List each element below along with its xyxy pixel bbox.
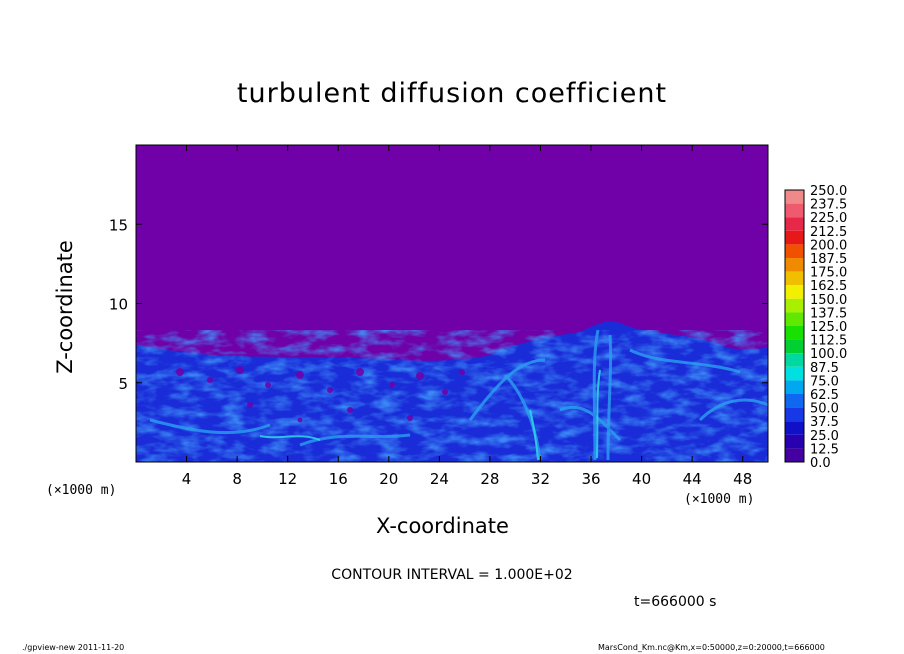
colorbar-swatch [785, 244, 804, 258]
colorbar-level-label: 0.0 [810, 456, 831, 471]
colorbar-swatch [785, 258, 804, 272]
colorbar-swatch [785, 203, 804, 218]
x-tick-label: 48 [733, 470, 752, 488]
colorbar-level-label: 162.5 [810, 279, 847, 294]
colorbar-swatch [785, 190, 804, 204]
colorbar-level-label: 250.0 [810, 184, 847, 199]
diffusion-peaks [259, 369, 601, 461]
x-tick-label: 4 [182, 470, 192, 488]
y-tick-label: 5 [118, 375, 128, 393]
x-tick-label: 28 [480, 470, 499, 488]
colorbar-swatch [785, 312, 804, 326]
footer-right: MarsCond_Km.nc@Km,x=0:50000,z=0:20000,t=… [598, 643, 825, 652]
colorbar-swatch [785, 421, 804, 435]
colorbar-level-label: 187.5 [810, 252, 847, 267]
mixing-speckles [176, 366, 465, 423]
layer-noise [136, 330, 768, 462]
x-tick-label: 24 [430, 470, 449, 488]
colorbar-swatch [785, 353, 804, 367]
colorbar-swatch [785, 394, 804, 408]
colorbar-swatch [785, 434, 804, 449]
x-axis: 4 8 12 16 20 24 28 32 36 40 44 48 [182, 145, 752, 488]
x-tick-label: 20 [379, 470, 398, 488]
colorbar-frame [784, 189, 805, 463]
colorbar-swatch [785, 380, 804, 394]
contour-interval-label: CONTOUR INTERVAL = 1.000E+02 [331, 567, 573, 583]
colorbar: 250.0237.5225.0212.5200.0187.5175.0162.5… [784, 184, 847, 471]
diffusion-streaks [149, 329, 768, 461]
colorbar-swatch [785, 448, 804, 462]
colorbar-level-label: 137.5 [810, 306, 847, 321]
x-unit-label-right: (×1000 m) [684, 492, 755, 507]
y-tick-label: 10 [109, 296, 128, 314]
colorbar-swatch [785, 285, 804, 299]
x-tick-label: 12 [278, 470, 297, 488]
colorbar-level-label: 50.0 [810, 402, 839, 417]
colorbar-swatch [785, 366, 804, 381]
colorbar-swatch [785, 217, 804, 231]
x-tick-label: 40 [632, 470, 651, 488]
colorbar-swatch [785, 339, 804, 354]
colorbar-level-label: 25.0 [810, 429, 839, 444]
colorbar-level-label: 12.5 [810, 442, 839, 457]
colorbar-swatch [785, 230, 804, 245]
colorbar-level-label: 225.0 [810, 211, 847, 226]
colorbar-level-label: 75.0 [810, 374, 839, 389]
colorbar-level-label: 150.0 [810, 293, 847, 308]
colorbar-level-label: 212.5 [810, 225, 847, 240]
x-tick-label: 8 [232, 470, 242, 488]
x-tick-label: 32 [531, 470, 550, 488]
chart-title: turbulent diffusion coefficient [236, 78, 668, 109]
colorbar-swatch [785, 271, 804, 286]
footer-left: ./gpview-new 2011-11-20 [22, 643, 125, 652]
x-tick-label: 44 [683, 470, 702, 488]
colorbar-level-label: 100.0 [810, 347, 847, 362]
turbulent-layer [136, 321, 768, 462]
colorbar-level-label: 62.5 [810, 388, 839, 403]
colorbar-swatch [785, 407, 804, 422]
colorbar-level-label: 112.5 [810, 334, 847, 349]
x-tick-label: 16 [329, 470, 348, 488]
colorbar-level-label: 87.5 [810, 361, 839, 376]
colorbar-level-label: 237.5 [810, 198, 847, 213]
colorbar-swatch [785, 298, 804, 313]
x-axis-label: X-coordinate [376, 514, 509, 538]
x-unit-label-left: (×1000 m) [46, 483, 117, 498]
colorbar-level-label: 175.0 [810, 266, 847, 281]
y-axis: 5 10 15 [109, 216, 768, 393]
x-tick-label: 36 [581, 470, 600, 488]
colorbar-swatch [785, 326, 804, 340]
y-tick-label: 15 [109, 216, 128, 234]
colorbar-level-label: 37.5 [810, 415, 839, 430]
colorbar-level-label: 200.0 [810, 238, 847, 253]
colorbar-level-label: 125.0 [810, 320, 847, 335]
time-label: t=666000 s [634, 594, 717, 610]
y-axis-label: Z-coordinate [53, 240, 77, 374]
